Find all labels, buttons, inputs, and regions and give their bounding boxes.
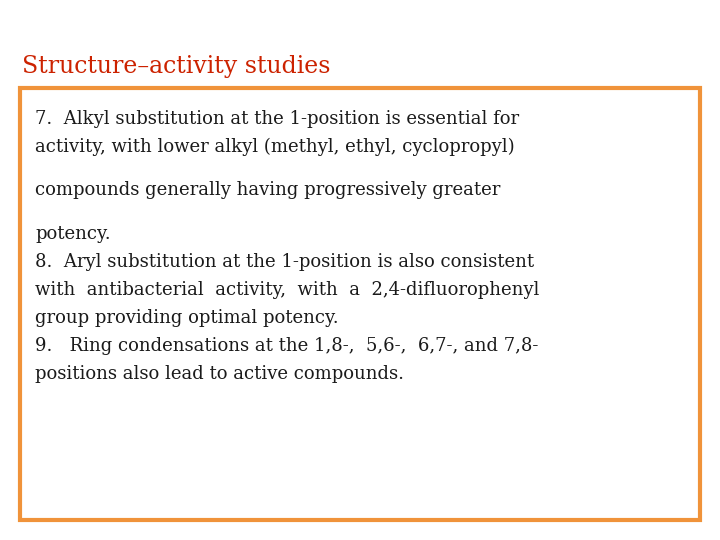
Text: with  antibacterial  activity,  with  a  2,4-difluorophenyl: with antibacterial activity, with a 2,4-… bbox=[35, 281, 539, 299]
Text: compounds generally having progressively greater: compounds generally having progressively… bbox=[35, 181, 500, 199]
Text: potency.: potency. bbox=[35, 225, 111, 243]
Text: 8.  Aryl substitution at the 1-position is also consistent: 8. Aryl substitution at the 1-position i… bbox=[35, 253, 534, 271]
FancyBboxPatch shape bbox=[20, 88, 700, 520]
Text: 7.  Alkyl substitution at the 1-position is essential for: 7. Alkyl substitution at the 1-position … bbox=[35, 110, 519, 128]
Text: positions also lead to active compounds.: positions also lead to active compounds. bbox=[35, 365, 404, 383]
Text: activity, with lower alkyl (methyl, ethyl, cyclopropyl): activity, with lower alkyl (methyl, ethy… bbox=[35, 138, 515, 156]
Text: 9.   Ring condensations at the 1,8-,  5,6-,  6,7-, and 7,8-: 9. Ring condensations at the 1,8-, 5,6-,… bbox=[35, 337, 539, 355]
Text: group providing optimal potency.: group providing optimal potency. bbox=[35, 309, 338, 327]
Text: Structure–activity studies: Structure–activity studies bbox=[22, 55, 330, 78]
